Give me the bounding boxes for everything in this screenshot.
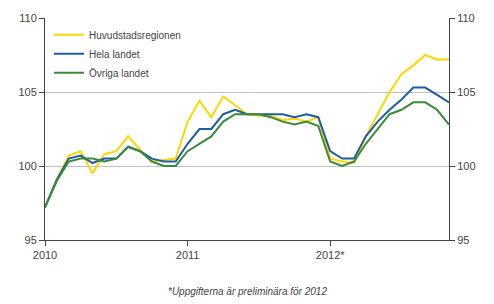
svg-text:95: 95 [457,234,469,246]
svg-text:95: 95 [25,234,37,246]
svg-text:105: 105 [18,86,36,98]
svg-text:Huvudstadsregionen: Huvudstadsregionen [89,30,181,41]
svg-text:2012*: 2012* [316,249,345,261]
svg-text:105: 105 [457,86,475,98]
svg-text:2010: 2010 [33,249,57,261]
svg-text:*Uppgifterna är preliminära fö: *Uppgifterna är preliminära för 2012 [168,286,327,297]
svg-text:Hela landet: Hela landet [89,49,140,60]
svg-text:100: 100 [18,160,36,172]
svg-text:110: 110 [457,12,475,24]
svg-text:110: 110 [19,12,37,24]
svg-text:Övriga landet: Övriga landet [89,68,149,79]
svg-text:100: 100 [457,160,475,172]
svg-text:2011: 2011 [176,249,200,261]
